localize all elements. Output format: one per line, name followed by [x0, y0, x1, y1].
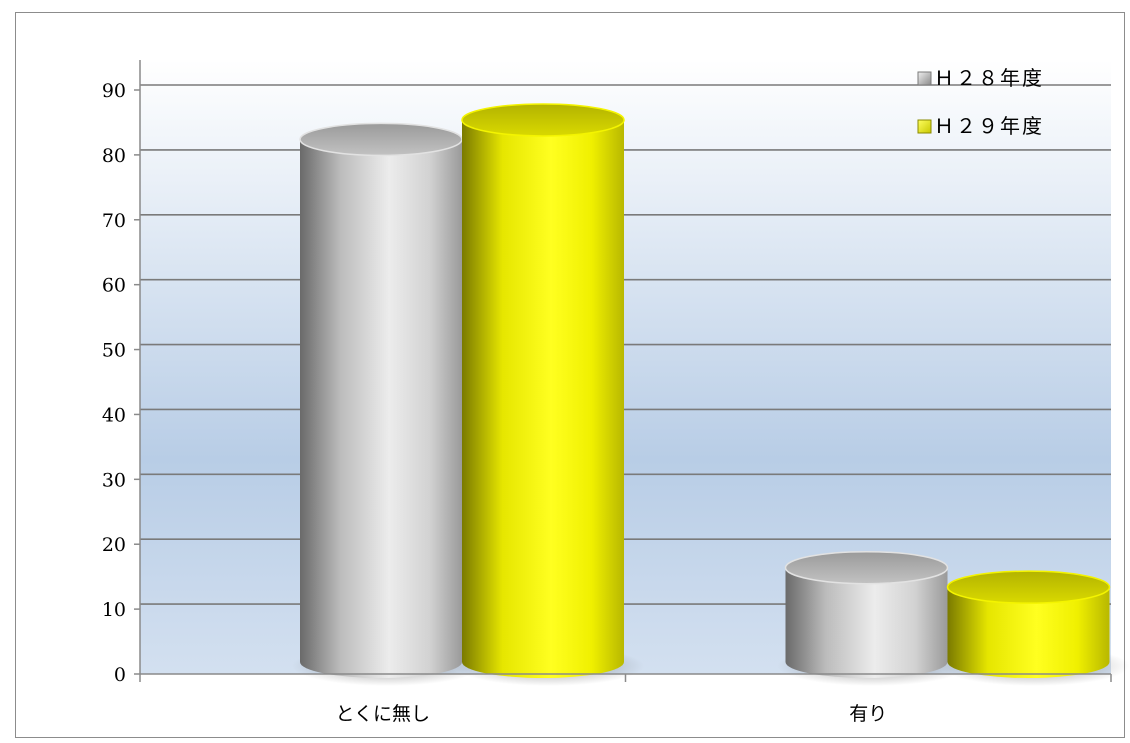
bar-cap	[946, 570, 1111, 604]
legend-swatch	[917, 71, 932, 86]
bar-body	[462, 119, 624, 678]
legend-item-1: Ｈ２８年度	[917, 66, 1044, 90]
bar-cap	[461, 103, 625, 137]
x-category-label: とくに無し	[336, 703, 430, 725]
x-axis-category-labels: とくに無し 有り	[336, 703, 888, 725]
legend: Ｈ２８年度 Ｈ２９年度	[917, 66, 1044, 138]
bar-body	[300, 139, 462, 678]
legend-label: Ｈ２９年度	[934, 114, 1044, 138]
bars	[299, 103, 1111, 678]
y-axis-tick-labels: 0 10 20 30 40 50 60 70 80 90	[102, 80, 126, 686]
y-tick-label: 0	[114, 664, 126, 686]
y-tick-label: 90	[102, 80, 126, 102]
bar-2-series-2	[946, 570, 1111, 678]
bar-2-series-1	[784, 550, 949, 678]
bar-cap	[784, 550, 949, 585]
y-tick-label: 20	[102, 534, 126, 556]
y-tick-label: 30	[102, 469, 126, 491]
legend-swatch	[917, 119, 932, 134]
y-tick-label: 80	[102, 145, 126, 167]
legend-item-2: Ｈ２９年度	[917, 114, 1044, 138]
bar-1-series-1	[299, 122, 463, 678]
bar-cap	[299, 122, 463, 157]
legend-label: Ｈ２８年度	[934, 66, 1044, 90]
bar-1-series-2	[461, 103, 625, 678]
y-tick-label: 10	[102, 599, 126, 621]
x-category-label: 有り	[849, 703, 887, 725]
y-tick-label: 40	[102, 404, 126, 426]
y-tick-label: 50	[102, 340, 126, 362]
y-tick-label: 70	[102, 210, 126, 232]
bar-body	[947, 587, 1110, 678]
bar-body	[785, 567, 948, 678]
y-tick-label: 60	[102, 275, 126, 297]
axes	[134, 60, 1112, 682]
